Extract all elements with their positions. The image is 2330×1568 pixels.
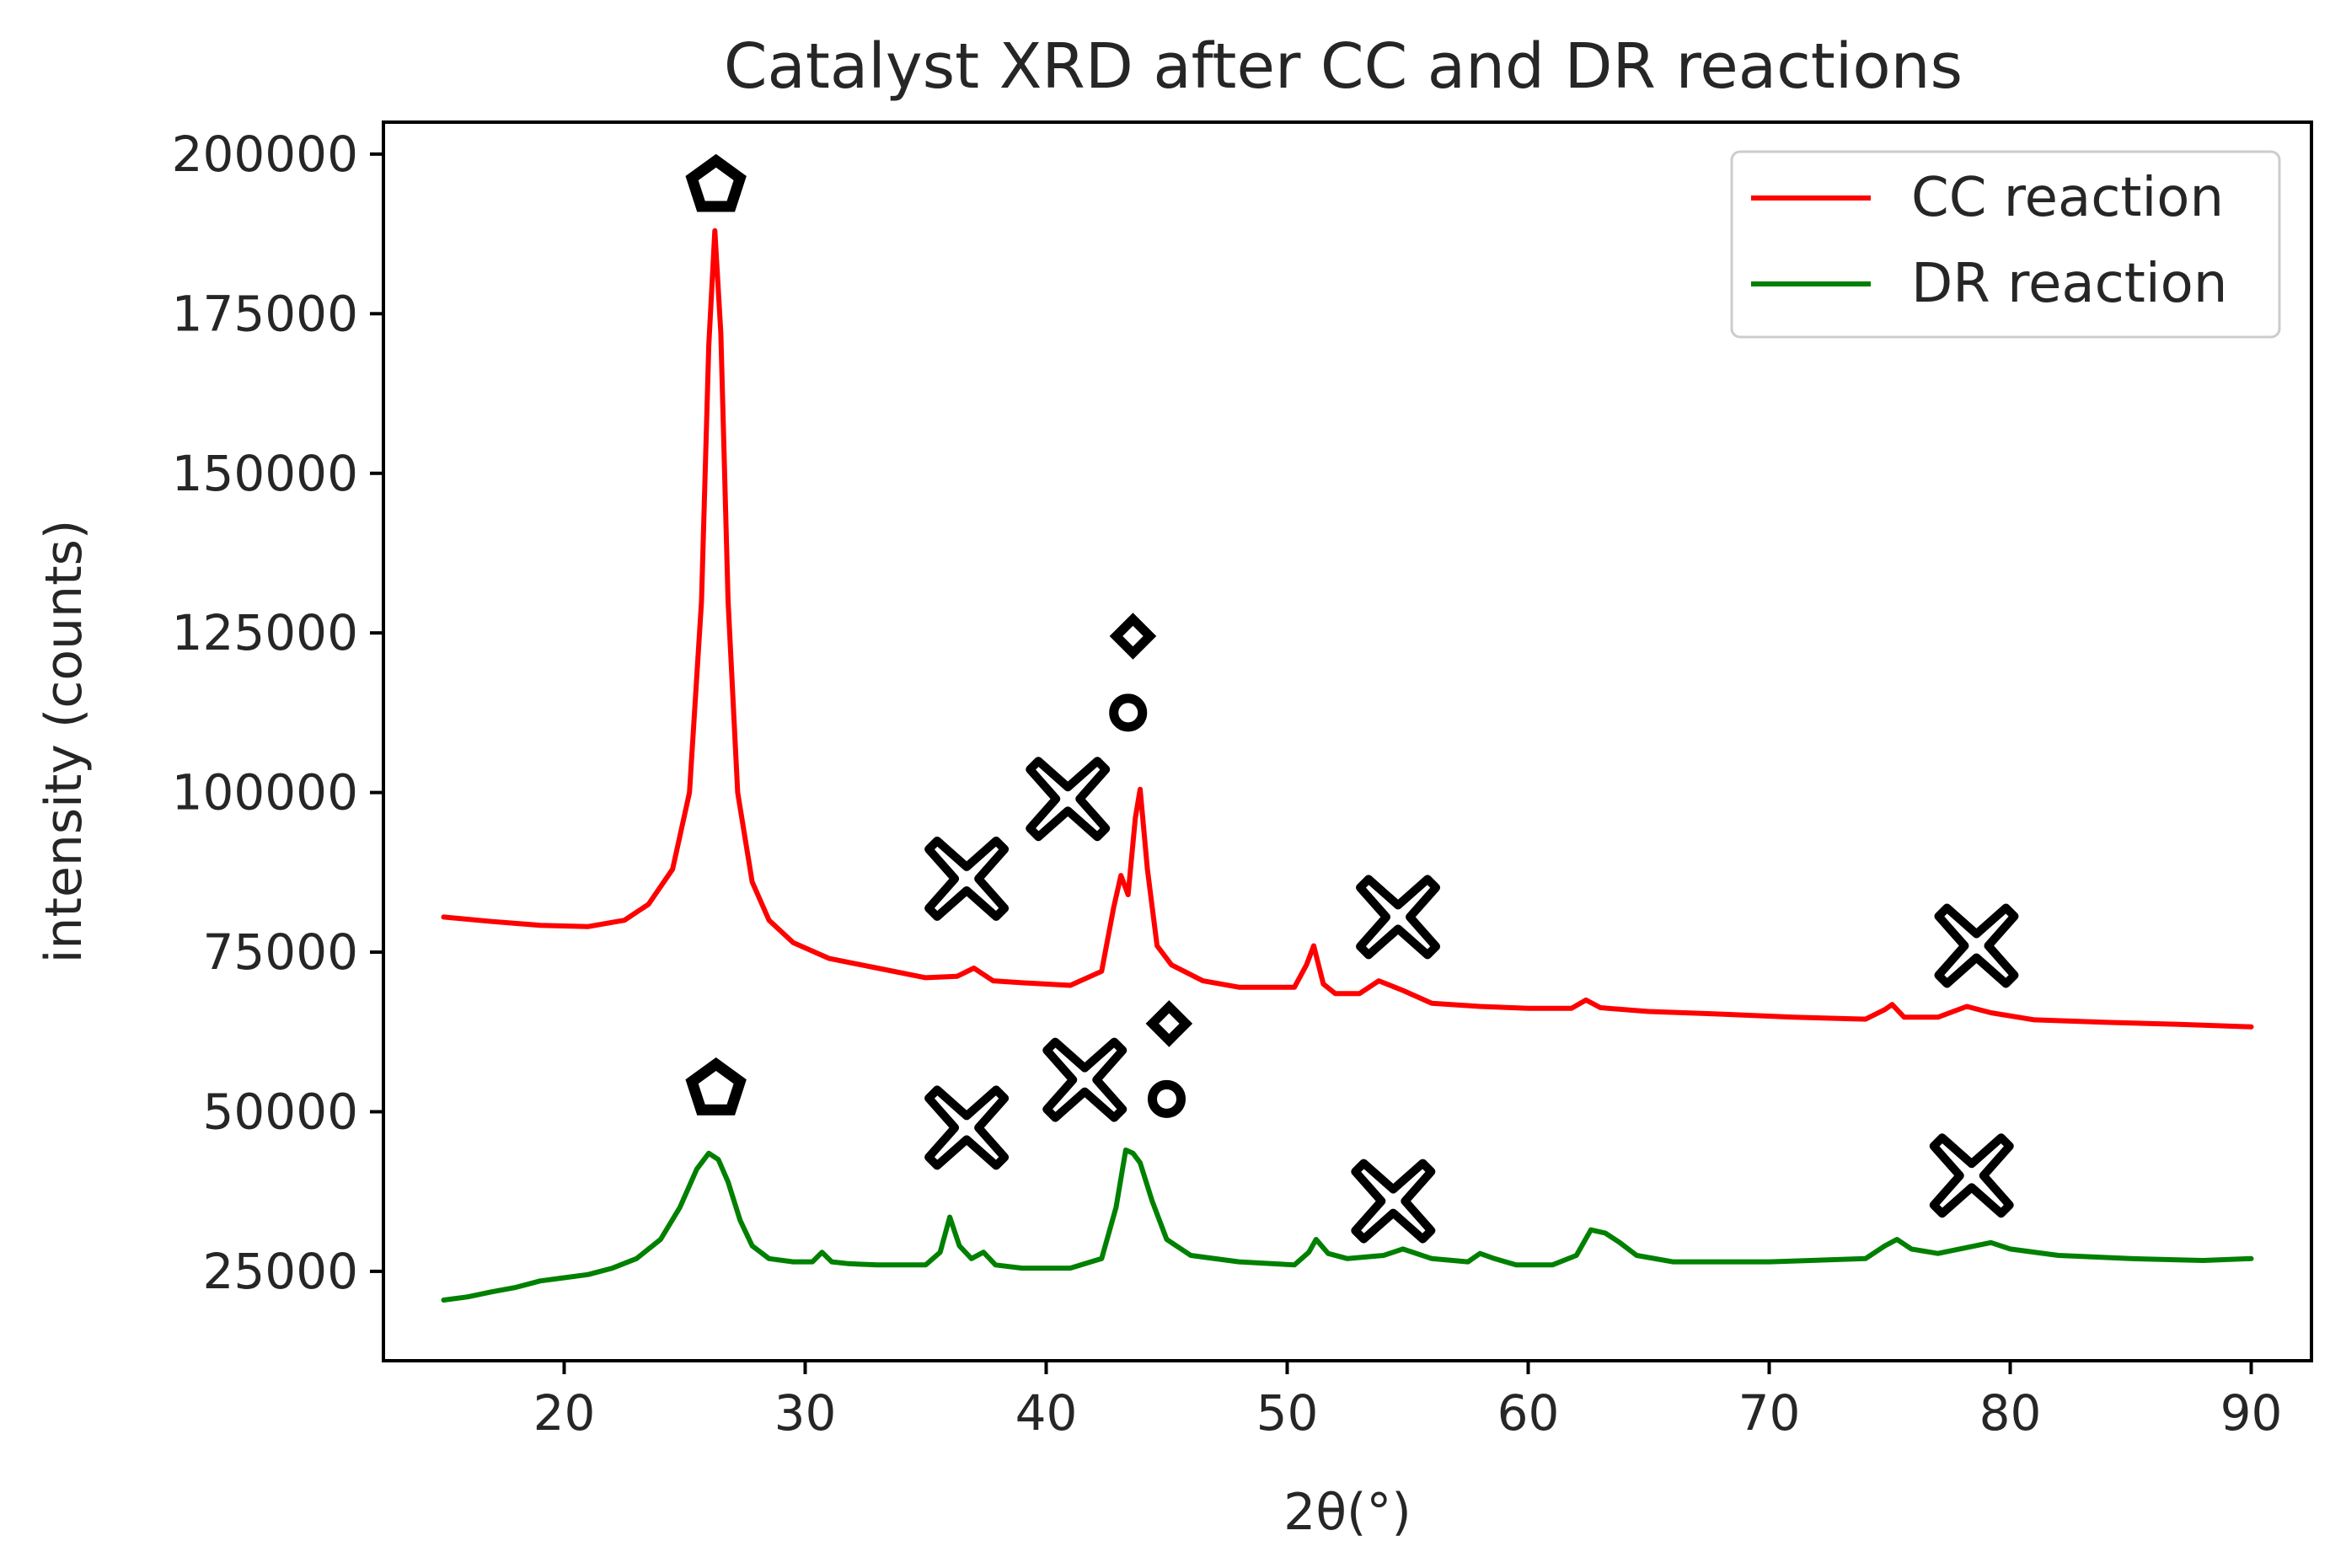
- x-axis-title: 2θ(°): [1283, 1483, 1411, 1542]
- y-tick-label: 175000: [172, 285, 358, 342]
- y-axis: 25000 50000 75000 100000 125000 150000 175000 2…: [172, 126, 383, 1300]
- y-axis-title: intensity (counts): [35, 520, 94, 964]
- x-tick-label: 60: [1497, 1384, 1560, 1442]
- cross-phase-marker: [1934, 903, 2019, 988]
- series-line-cc-reaction: [441, 227, 2254, 1030]
- plot-frame: [382, 120, 2313, 1362]
- cross-phase-marker: [1026, 757, 1111, 842]
- x-tick-label: 40: [1015, 1384, 1078, 1442]
- y-tick-label: 100000: [172, 764, 358, 821]
- y-tick-label: 25000: [202, 1243, 358, 1300]
- x-tick-label: 20: [533, 1384, 596, 1442]
- y-tick-label: 200000: [172, 126, 358, 183]
- legend-label-cc: CC reaction: [1911, 167, 2224, 229]
- pentagon-phase-marker: [685, 153, 747, 212]
- y-tick-label: 150000: [172, 445, 358, 502]
- x-tick-label: 90: [2220, 1384, 2283, 1442]
- plot-marks: [441, 153, 2254, 1303]
- diamond-phase-marker: [1145, 1000, 1193, 1047]
- chart-title: Catalyst XRD after CC and DR reactions: [724, 30, 1963, 103]
- cross-phase-marker: [1929, 1133, 2014, 1218]
- cross-phase-marker: [924, 1085, 1010, 1170]
- x-tick-label: 80: [1979, 1384, 2042, 1442]
- cross-phase-marker: [1042, 1037, 1128, 1122]
- y-tick-label: 50000: [202, 1083, 358, 1140]
- pentagon-phase-marker: [685, 1057, 747, 1116]
- x-tick-label: 50: [1256, 1384, 1319, 1442]
- x-axis: 20 30 40 50 60 70 80 90: [533, 1361, 2283, 1442]
- x-tick-label: 30: [774, 1384, 837, 1442]
- circle-phase-marker: [1148, 1079, 1186, 1118]
- series-line-dr-reaction: [441, 1147, 2254, 1303]
- legend: CC reaction DR reaction: [1730, 150, 2281, 339]
- y-tick-label: 75000: [202, 923, 358, 981]
- circle-phase-marker: [1109, 693, 1148, 732]
- cross-phase-marker: [1356, 875, 1441, 960]
- x-tick-label: 70: [1738, 1384, 1801, 1442]
- diamond-phase-marker: [1109, 613, 1157, 660]
- y-tick-label: 125000: [172, 604, 358, 661]
- cross-phase-marker: [1351, 1159, 1436, 1244]
- cross-phase-marker: [924, 836, 1010, 921]
- legend-label-dr: DR reaction: [1911, 253, 2227, 315]
